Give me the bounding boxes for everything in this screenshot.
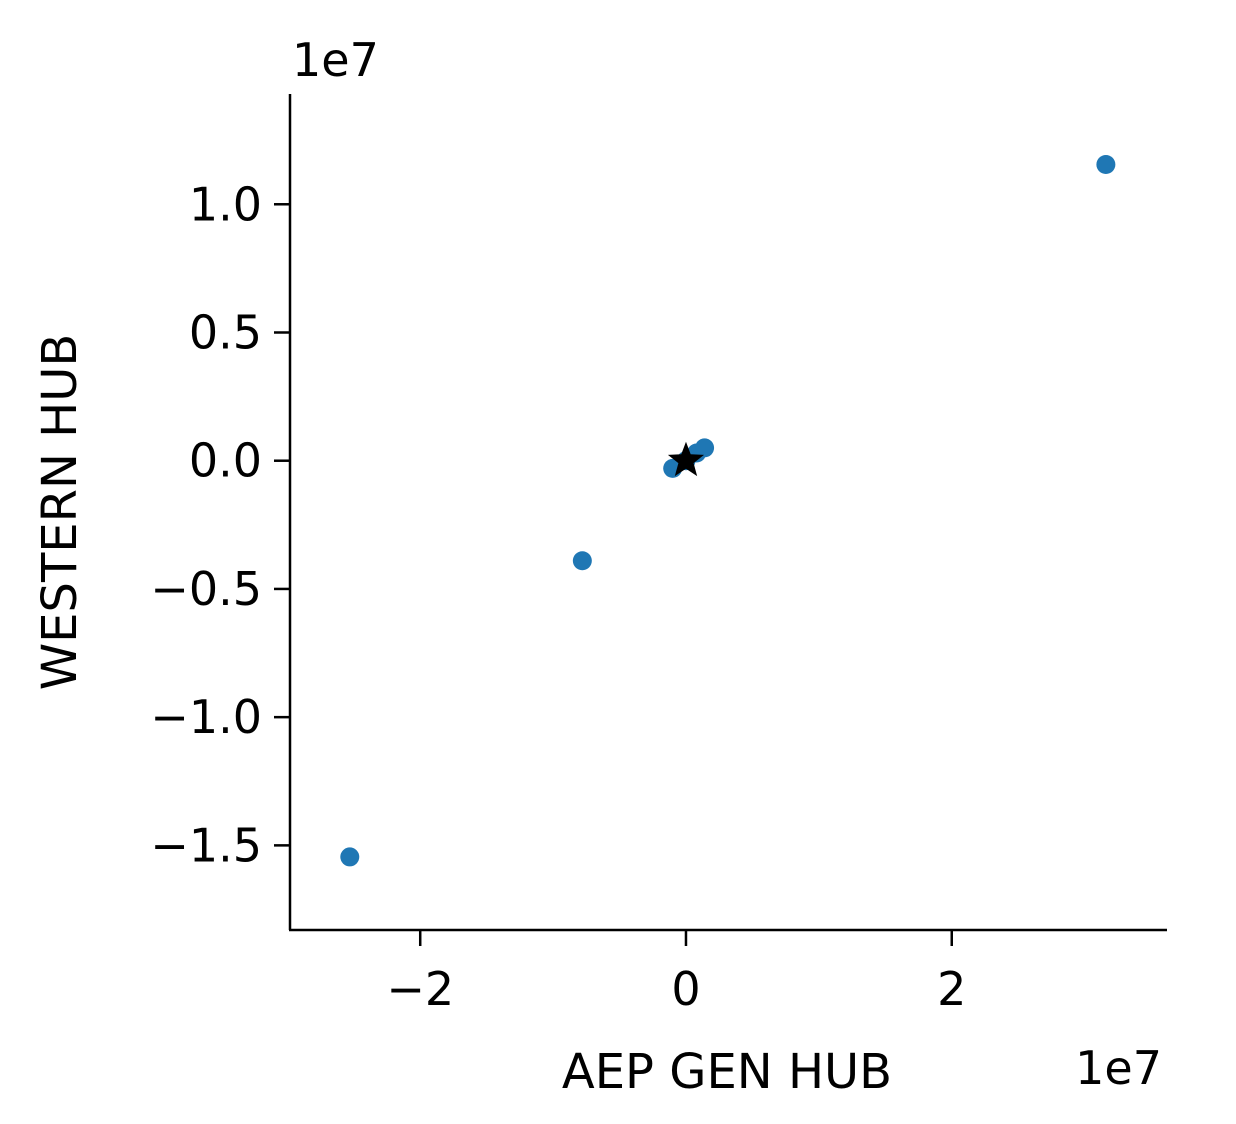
y-tick-label: 0.0 <box>189 434 262 488</box>
y-axis-title: WESTERN HUB <box>32 334 88 691</box>
y-tick-label: −1.0 <box>150 690 262 744</box>
scatter-point <box>572 551 592 571</box>
x-tick-label: 2 <box>937 962 966 1016</box>
y-offset-label: 1e7 <box>292 33 379 87</box>
y-tick-label: −1.5 <box>150 818 262 872</box>
scatter-point <box>695 438 715 458</box>
y-tick-label: 1.0 <box>189 177 262 231</box>
plot-marks <box>340 155 1116 867</box>
axes <box>288 94 1167 932</box>
ticks: −2 0 2 −1.5 −1.0 −0.5 0.0 0.5 1.0 <box>150 177 966 1016</box>
y-tick-label: 0.5 <box>189 305 262 359</box>
y-tick-label: −0.5 <box>150 562 262 616</box>
scatter-point <box>340 847 360 867</box>
star-marker <box>667 441 705 477</box>
x-tick-label: 0 <box>671 962 700 1016</box>
x-offset-label: 1e7 <box>1075 1041 1162 1095</box>
x-tick-label: −2 <box>386 962 454 1016</box>
scatter-point <box>1096 155 1116 175</box>
x-axis-title: AEP GEN HUB <box>562 1044 892 1100</box>
